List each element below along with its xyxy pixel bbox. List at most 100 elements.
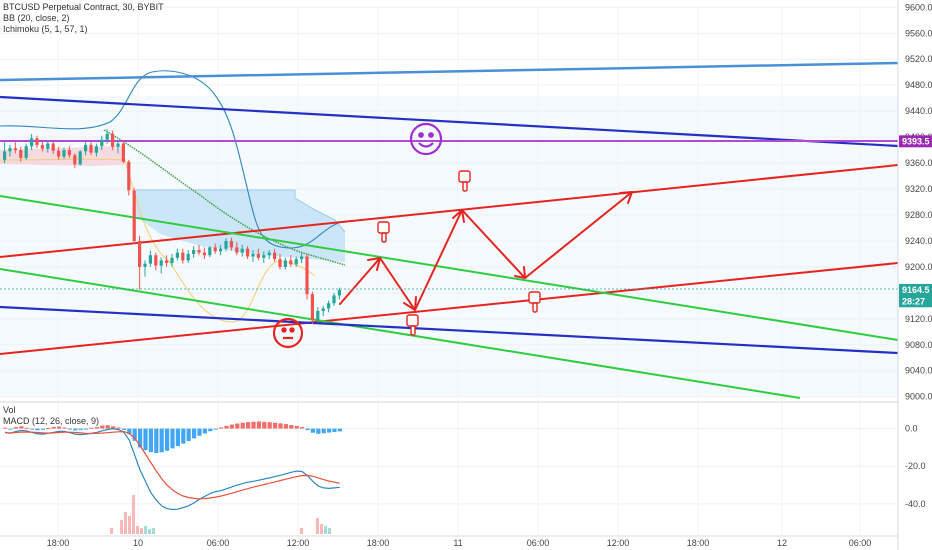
macd-tick-label: -20.0 — [905, 461, 926, 471]
macd-histogram-bar — [294, 425, 299, 429]
macd-histogram-bar — [148, 428, 153, 453]
candle-body — [197, 250, 201, 253]
macd-histogram-bar — [267, 422, 272, 429]
candle-body — [186, 253, 190, 261]
macd-histogram-bar — [127, 428, 132, 435]
macd-histogram-bar — [13, 427, 18, 429]
macd-histogram-bar — [289, 425, 294, 429]
candle-body — [8, 148, 12, 152]
candle-body — [300, 256, 304, 260]
candle-body — [121, 143, 125, 162]
candle-body — [219, 248, 223, 252]
macd-histogram-bar — [105, 425, 110, 429]
candle-body — [273, 252, 277, 260]
y-tick-label: 9600.0 — [905, 2, 932, 12]
candle-body — [175, 252, 179, 258]
candle-body — [278, 259, 282, 267]
macd-histogram-bar — [100, 425, 105, 429]
macd-histogram-bar — [159, 428, 164, 453]
candle-body — [181, 252, 185, 261]
macd-histogram-bar — [78, 428, 83, 430]
macd-histogram-bar — [143, 428, 148, 451]
x-tick-label: 10 — [133, 538, 143, 548]
volume-bars-green — [144, 526, 331, 534]
macd-histogram-bar — [19, 426, 24, 429]
macd-histogram-bar — [310, 428, 315, 433]
channel-upper-red — [0, 164, 899, 258]
y-tick-label: 9440.0 — [905, 106, 932, 116]
macd-histogram-bar — [219, 427, 224, 429]
macd-histogram-bar — [111, 426, 116, 429]
x-tick-label: 12 — [777, 538, 787, 548]
candle-body — [283, 260, 287, 267]
macd-histogram-bar — [229, 424, 234, 429]
candle-body — [337, 289, 341, 296]
pointing-hand-icon — [377, 221, 390, 243]
y-tick-label: 9040.0 — [905, 366, 932, 376]
green-line-upper — [0, 195, 899, 341]
price-tag-label: 28:27 — [902, 296, 925, 306]
macd-histogram-bar — [89, 427, 94, 429]
macd-histogram-bar — [186, 428, 191, 442]
macd-histogram-bar — [121, 428, 126, 431]
candle-body — [132, 190, 136, 241]
pointing-hand-icon — [528, 291, 541, 313]
projection-arrows — [339, 191, 633, 311]
candle-body — [159, 260, 163, 266]
x-tick-label: 12:00 — [287, 538, 310, 548]
macd-histogram-bar — [73, 428, 78, 431]
candle-body — [105, 133, 109, 140]
candle-body — [84, 144, 88, 152]
green-line-lower — [0, 268, 801, 399]
macd-histogram-bar — [51, 426, 56, 429]
candle-body — [267, 252, 271, 256]
macd-histogram-bar — [116, 427, 121, 429]
candle-body — [170, 257, 174, 264]
candle-body — [94, 146, 98, 153]
candle-body — [19, 150, 23, 158]
symbol-legend: BTCUSD Perpetual Contract, 30, BYBIT — [3, 2, 164, 12]
arrowhead-2 — [403, 296, 417, 311]
macd-histogram-bar — [181, 428, 186, 444]
x-tick-label: 18:00 — [47, 538, 70, 548]
candles-layer — [3, 129, 341, 325]
macd-histogram-bar — [30, 428, 35, 430]
y-tick-label: 9480.0 — [905, 80, 932, 90]
y-tick-label: 9360.0 — [905, 158, 932, 168]
candle-body — [148, 255, 152, 264]
ichimoku-cloud — [136, 190, 345, 262]
x-tick-label: 18:00 — [367, 538, 390, 548]
candle-body — [224, 240, 228, 249]
price-axis — [898, 0, 932, 550]
y-tick-label: 9280.0 — [905, 210, 932, 220]
arrowhead-3 — [452, 209, 465, 223]
macd-histogram-bar — [24, 427, 29, 429]
candle-body — [229, 240, 233, 248]
macd-histogram-bar — [251, 421, 256, 429]
macd-histogram-bar — [46, 428, 51, 430]
macd-histogram-bar — [132, 428, 137, 441]
pointing-hand-icon — [458, 170, 471, 192]
macd-histogram-bar — [332, 428, 337, 432]
macd-histogram-bar — [213, 428, 218, 430]
macd-histogram-bar — [67, 428, 72, 430]
bollinger-upper-band — [0, 70, 346, 249]
bollinger-basis — [103, 129, 346, 266]
macd-histogram-bar — [175, 428, 180, 447]
candle-body — [213, 247, 217, 252]
macd-histogram-bar — [256, 421, 261, 429]
macd-histogram-bar — [283, 424, 288, 429]
macd-histogram-bar — [197, 428, 202, 436]
price-tag-box — [899, 295, 932, 308]
macd-histogram-bar — [262, 421, 267, 429]
x-axis-ticks: 18:00 10 06:00 12:00 18:00 11 06:00 12:00 18:00 1… — [47, 538, 872, 548]
candle-body — [208, 247, 212, 256]
pointing-hand-icon — [406, 314, 419, 336]
macd-histogram-bar — [246, 422, 251, 429]
candle-body — [305, 256, 309, 295]
projection-path — [339, 191, 633, 311]
neutral-face-icon — [272, 317, 304, 349]
price-tag-label: 9393.5 — [902, 136, 930, 146]
macd-tick-label: 0.0 — [905, 424, 918, 434]
